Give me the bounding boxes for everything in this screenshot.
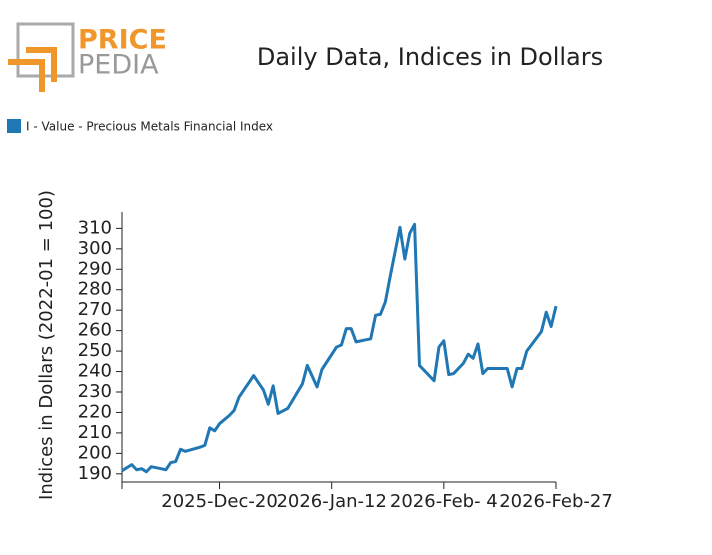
y-tick-label: 220 — [78, 401, 112, 422]
legend-swatch — [7, 119, 21, 133]
logo-mark — [26, 47, 57, 82]
legend-label: I - Value - Precious Metals Financial In… — [26, 120, 273, 134]
y-tick-label: 310 — [78, 217, 112, 238]
y-tick-label: 300 — [78, 238, 112, 259]
logo-mark — [8, 59, 45, 92]
y-tick-label: 260 — [78, 320, 112, 341]
y-tick-label: 250 — [78, 340, 112, 361]
logo-frame — [16, 22, 75, 78]
line — [121, 222, 558, 474]
y-tick-label: 270 — [78, 299, 112, 320]
y-tick-label: 280 — [78, 279, 112, 300]
y-axis-label: Indices in Dollars (2022-01 = 100) — [36, 190, 57, 500]
y-tick-label: 210 — [78, 422, 112, 443]
y-tick-label: 190 — [78, 463, 112, 484]
y-tick-label: 230 — [78, 381, 112, 402]
chart-title: Daily Data, Indices in Dollars — [257, 43, 603, 71]
y-tick-label: 200 — [78, 442, 112, 463]
x-tick-label: 2026-Jan-12 — [276, 491, 386, 512]
y-tick-label: 290 — [78, 258, 112, 279]
x-tick-label: 2025-Dec-20 — [161, 491, 278, 512]
x-tick-label: 2026-Feb-27 — [499, 491, 613, 512]
y-tick-label: 240 — [78, 361, 112, 382]
logo-top: PRICE — [78, 25, 167, 56]
x-tick-label: 2026-Feb- 4 — [390, 491, 498, 512]
logo-bottom: PEDIA — [78, 50, 159, 81]
logo: PRICE PEDIA — [8, 22, 167, 92]
